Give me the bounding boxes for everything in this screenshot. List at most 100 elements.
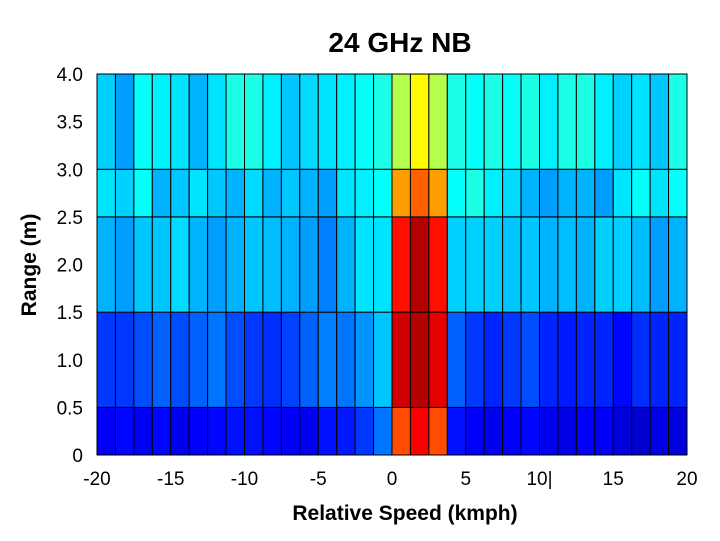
heatmap-cell	[133, 168, 153, 218]
x-tick-label: 5	[460, 469, 471, 490]
heatmap-cell	[520, 73, 540, 170]
heatmap-cell	[649, 406, 670, 456]
heatmap-cell	[114, 406, 135, 456]
heatmap-cell	[280, 311, 301, 408]
heatmap-cell	[262, 311, 282, 408]
heatmap-cell	[373, 73, 393, 170]
heatmap-cell	[668, 168, 688, 218]
x-tick-label: 10|	[526, 469, 552, 490]
heatmap-cell	[557, 311, 577, 408]
y-tick-label: 4.0	[57, 65, 83, 86]
heatmap-cell	[262, 168, 282, 218]
heatmap-cell	[96, 311, 116, 408]
heatmap-cell	[483, 73, 504, 170]
heatmap-cell	[317, 73, 338, 170]
heatmap-cell	[465, 73, 485, 170]
heatmap-cell	[631, 168, 651, 218]
heatmap-cell	[539, 406, 559, 456]
heatmap-cell	[188, 311, 209, 408]
heatmap-cell	[373, 216, 393, 313]
heatmap-cell	[114, 216, 135, 313]
heatmap-cell	[428, 73, 448, 170]
x-tick-label: -15	[157, 469, 184, 490]
heatmap-cell	[354, 406, 375, 456]
heatmap-cell	[575, 73, 596, 170]
heatmap-cell	[539, 216, 559, 313]
heatmap-cell	[207, 168, 227, 218]
heatmap-cell	[336, 406, 356, 456]
heatmap-cell	[557, 73, 577, 170]
heatmap-cell	[575, 311, 596, 408]
heatmap-cell	[317, 216, 338, 313]
heatmap-cell	[244, 168, 264, 218]
heatmap-cell	[594, 406, 614, 456]
heatmap-cell	[225, 311, 245, 408]
heatmap-cell	[151, 168, 172, 218]
heatmap-cell	[96, 168, 116, 218]
heatmap-cell	[668, 406, 688, 456]
heatmap-cell	[520, 406, 540, 456]
heatmap-cell	[428, 216, 448, 313]
heatmap-cell	[575, 406, 596, 456]
heatmap-cell	[668, 216, 688, 313]
heatmap-cell	[612, 216, 633, 313]
heatmap-cell	[409, 311, 430, 408]
heatmap-cell	[391, 311, 411, 408]
heatmap-cell	[299, 168, 319, 218]
heatmap-cell	[502, 216, 522, 313]
heatmap-cell	[170, 216, 190, 313]
heatmap-cell	[170, 168, 190, 218]
heatmap-cell	[336, 311, 356, 408]
heatmap-cell	[668, 73, 688, 170]
heatmap-cell	[207, 73, 227, 170]
y-tick-label: 1.5	[57, 303, 83, 324]
heatmap-cell	[280, 73, 301, 170]
heatmap-cell	[539, 73, 559, 170]
heatmap-cell	[539, 168, 559, 218]
heatmap-cell	[373, 406, 393, 456]
heatmap-cell	[225, 168, 245, 218]
heatmap-cell	[354, 216, 375, 313]
heatmap-cell	[539, 311, 559, 408]
heatmap-cell	[502, 311, 522, 408]
heatmap-cell	[188, 216, 209, 313]
heatmap-cell	[280, 168, 301, 218]
heatmap-cell	[299, 311, 319, 408]
heatmap-cell	[207, 216, 227, 313]
heatmap-cell	[188, 73, 209, 170]
heatmap-cell	[594, 168, 614, 218]
heatmap-cell	[594, 311, 614, 408]
heatmap-cell	[262, 216, 282, 313]
heatmap-cell	[557, 406, 577, 456]
heatmap-cell	[207, 311, 227, 408]
heatmap-cell	[114, 73, 135, 170]
heatmap-cell	[133, 73, 153, 170]
heatmap-cell	[96, 73, 116, 170]
heatmap-cell	[299, 216, 319, 313]
heatmap-cell	[483, 311, 504, 408]
heatmap-cell	[446, 168, 467, 218]
heatmap-cell	[612, 311, 633, 408]
y-tick-label: 2.5	[57, 208, 83, 229]
heatmap-cell	[373, 168, 393, 218]
heatmap-cell	[188, 168, 209, 218]
heatmap-cell	[262, 406, 282, 456]
chart-title: 24 GHz NB	[328, 27, 471, 58]
x-tick-label: -5	[310, 469, 327, 490]
heatmap-cell	[354, 311, 375, 408]
heatmap-cell	[520, 311, 540, 408]
heatmap-cell	[594, 73, 614, 170]
heatmap-cell	[446, 216, 467, 313]
heatmap-cell	[262, 73, 282, 170]
heatmap-cell	[465, 311, 485, 408]
heatmap-cell	[151, 311, 172, 408]
y-axis-ticks: 0 0.5 1.0 1.5 2.0 2.5 3.0 3.5 4.0	[57, 65, 83, 467]
heatmap-cell	[409, 216, 430, 313]
heatmap-cell	[96, 216, 116, 313]
heatmap-cell	[317, 168, 338, 218]
heatmap-cell	[428, 168, 448, 218]
heatmap-cell	[336, 73, 356, 170]
heatmap-cell	[446, 406, 467, 456]
heatmap-cell	[391, 406, 411, 456]
heatmap-cell	[244, 216, 264, 313]
